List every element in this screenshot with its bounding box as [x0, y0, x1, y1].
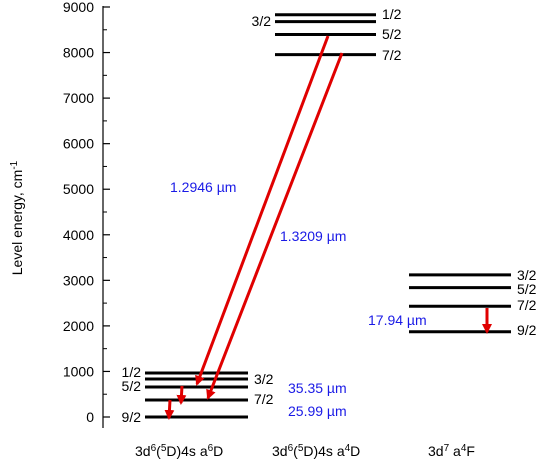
level-j-label: 1/2	[122, 364, 142, 380]
y-tick-label: 6000	[63, 136, 94, 152]
level-j-label: 9/2	[517, 322, 537, 338]
y-tick-label: 2000	[63, 318, 94, 334]
wavelength-label-17-94: 17.94 µm	[368, 312, 427, 328]
level-j-label: 5/2	[517, 281, 537, 297]
y-tick-label: 7000	[63, 90, 94, 106]
term-label-a4D: 3d6(5D)4s a4D	[272, 443, 360, 460]
transition-arrow	[206, 52, 344, 400]
y-tick-label: 1000	[63, 363, 94, 379]
level-j-label: 3/2	[252, 13, 272, 29]
level-j-label: 9/2	[122, 409, 142, 425]
level-j-label: 5/2	[382, 26, 402, 42]
level-j-label: 7/2	[382, 47, 402, 63]
wavelength-labels: 1.2946 µm 1.3209 µm 17.94 µm 35.35 µm 25…	[170, 179, 427, 419]
y-tick-label: 0	[86, 409, 94, 425]
transition-arrow	[176, 385, 187, 405]
wavelength-label-25-99: 25.99 µm	[288, 403, 347, 419]
y-tick-label: 5000	[63, 181, 94, 197]
y-tick-label: 4000	[63, 227, 94, 243]
term-label-a6D: 3d6(5D)4s a6D	[135, 443, 223, 460]
transition-arrows	[164, 35, 492, 420]
y-tick-label: 9000	[63, 0, 94, 15]
wavelength-label-35-35: 35.35 µm	[288, 380, 347, 396]
level-j-label: 1/2	[382, 6, 402, 22]
wavelength-label-1-3209: 1.3209 µm	[280, 228, 346, 244]
level-j-label: 3/2	[254, 371, 274, 387]
wavelength-label-1-2946: 1.2946 µm	[170, 179, 236, 195]
y-tick-label: 3000	[63, 272, 94, 288]
y-tick-label: 8000	[63, 45, 94, 61]
term-label-a4F: 3d7 a4F	[428, 443, 475, 460]
level-j-label: 7/2	[254, 391, 274, 407]
y-axis-ticks: 0 1000 2000 3000 4000 5000 6000 7000 8000 9000	[63, 0, 110, 425]
level-j-label: 3/2	[517, 267, 537, 283]
y-axis-label: Level energy, cm-1	[9, 160, 26, 275]
transition-arrow	[195, 35, 330, 386]
energy-levels: 9/27/25/2 3/21/27/25/23/2 1/29/27/25/23/2	[122, 6, 537, 425]
level-j-label: 5/2	[122, 378, 142, 394]
level-j-label: 7/2	[517, 297, 537, 313]
transition-arrow	[164, 399, 175, 420]
